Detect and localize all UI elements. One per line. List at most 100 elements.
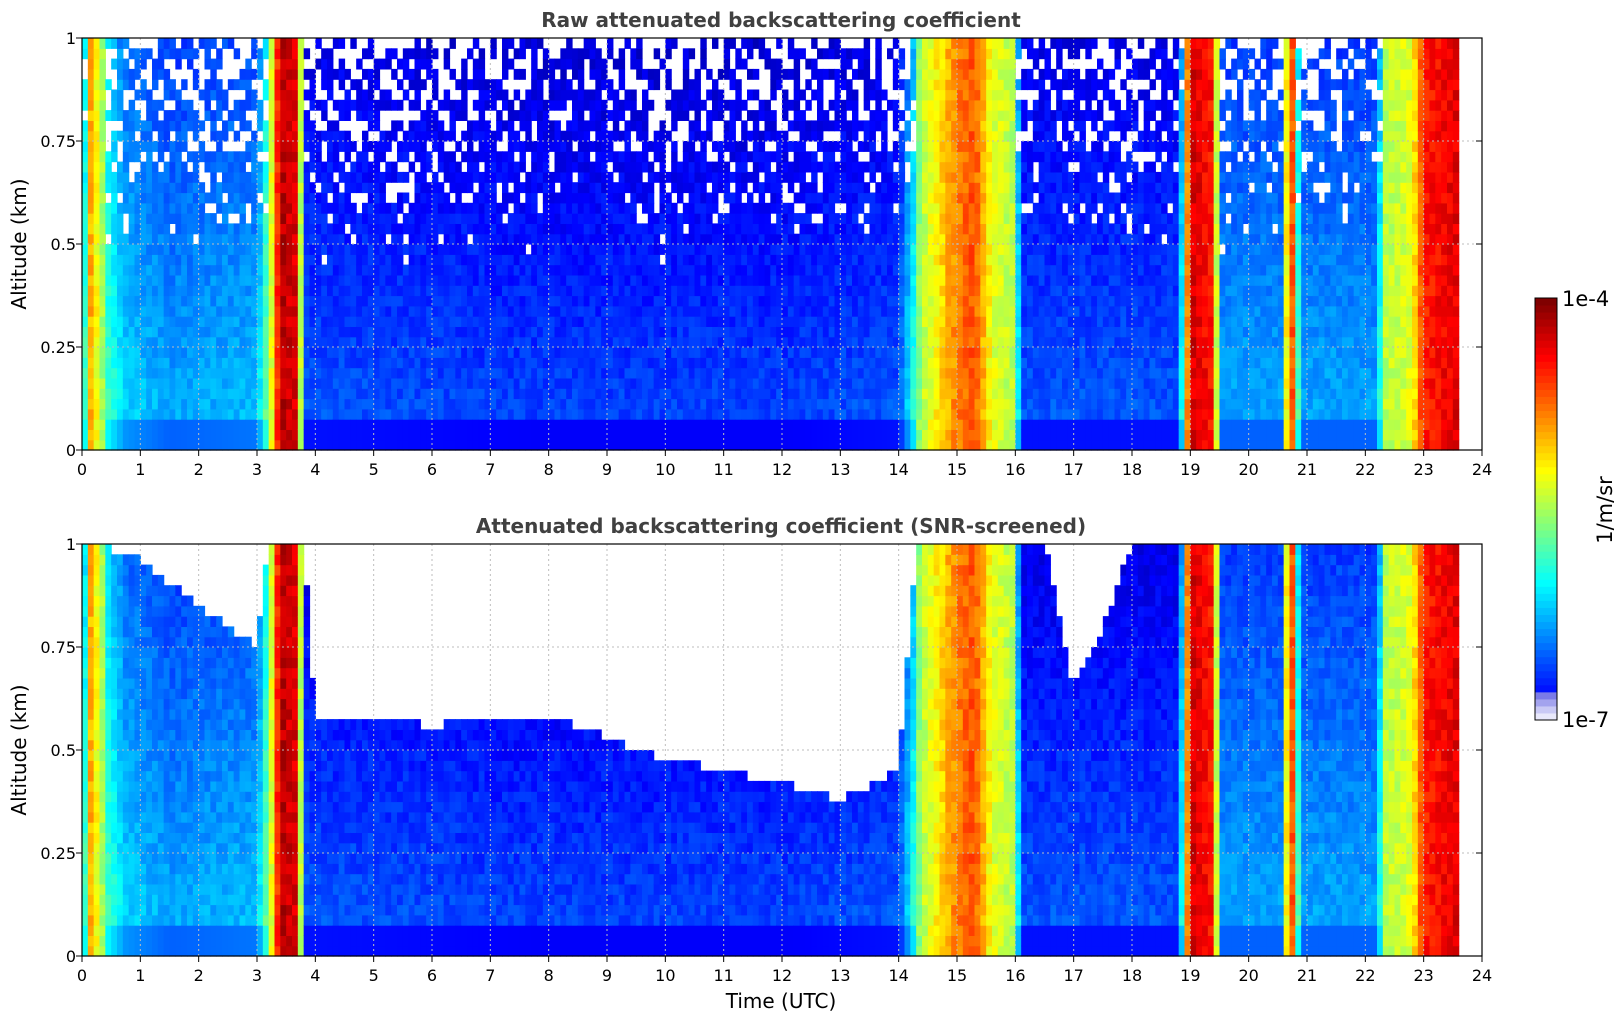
heatmap-cell (677, 172, 683, 183)
heatmap-cell (724, 429, 730, 440)
heatmap-cell (245, 69, 251, 80)
heatmap-cell (455, 141, 461, 152)
heatmap-cell (572, 306, 578, 317)
heatmap-cell (333, 265, 339, 276)
heatmap-cell (724, 378, 730, 389)
heatmap-cell (140, 254, 146, 265)
heatmap-cell (187, 285, 193, 296)
heatmap-cell (741, 275, 747, 286)
heatmap-cell (514, 265, 520, 276)
heatmap-cell (479, 368, 485, 379)
heatmap-cell (852, 131, 858, 142)
heatmap-cell (350, 213, 356, 224)
heatmap-cell (88, 79, 94, 90)
heatmap-cell (210, 244, 216, 255)
heatmap-cell (916, 213, 922, 224)
heatmap-cell (601, 151, 607, 162)
heatmap-cell (910, 296, 916, 307)
heatmap-cell (467, 48, 473, 59)
heatmap-cell (665, 254, 671, 265)
heatmap-cell (269, 275, 275, 286)
heatmap-cell (216, 378, 222, 389)
heatmap-cell (905, 419, 911, 430)
heatmap-cell (846, 254, 852, 265)
heatmap-cell (514, 388, 520, 399)
heatmap-cell (345, 368, 351, 379)
heatmap-cell (730, 244, 736, 255)
heatmap-cell (864, 131, 870, 142)
heatmap-cell (595, 296, 601, 307)
heatmap-cell (88, 265, 94, 276)
heatmap-cell (140, 182, 146, 193)
heatmap-cell (712, 440, 718, 451)
heatmap-cell (619, 306, 625, 317)
heatmap-cell (741, 419, 747, 430)
heatmap-cell (584, 265, 590, 276)
heatmap-cell (380, 90, 386, 101)
heatmap-cell (117, 296, 123, 307)
heatmap-cell (508, 110, 514, 121)
heatmap-cell (298, 172, 304, 183)
heatmap-cell (636, 409, 642, 420)
heatmap-cell (467, 172, 473, 183)
heatmap-cell (216, 110, 222, 121)
heatmap-cell (735, 440, 741, 451)
heatmap-cell (374, 110, 380, 121)
heatmap-cell (712, 347, 718, 358)
heatmap-cell (695, 193, 701, 204)
heatmap-cell (595, 79, 601, 90)
heatmap-cell (665, 306, 671, 317)
heatmap-cell (741, 244, 747, 255)
heatmap-cell (776, 306, 782, 317)
heatmap-cell (234, 306, 240, 317)
heatmap-cell (473, 131, 479, 142)
heatmap-cell (607, 265, 613, 276)
heatmap-cell (216, 48, 222, 59)
heatmap-cell (374, 326, 380, 337)
heatmap-cell (566, 347, 572, 358)
heatmap-cell (502, 337, 508, 348)
heatmap-cell (747, 172, 753, 183)
heatmap-cell (292, 316, 298, 327)
heatmap-cell (286, 223, 292, 234)
heatmap-cell (905, 399, 911, 410)
heatmap-cell (770, 203, 776, 214)
heatmap-cell (817, 337, 823, 348)
heatmap-cell (181, 162, 187, 173)
heatmap-cell (473, 59, 479, 70)
heatmap-cell (560, 131, 566, 142)
heatmap-cell (613, 440, 619, 451)
heatmap-cell (520, 244, 526, 255)
heatmap-cell (630, 223, 636, 234)
heatmap-cell (175, 254, 181, 265)
heatmap-cell (613, 244, 619, 255)
heatmap-cell (327, 419, 333, 430)
heatmap-cell (187, 193, 193, 204)
heatmap-cell (613, 275, 619, 286)
heatmap-cell (199, 368, 205, 379)
heatmap-cell (601, 306, 607, 317)
heatmap-cell (170, 306, 176, 317)
heatmap-cell (800, 120, 806, 131)
heatmap-cell (625, 100, 631, 111)
heatmap-cell (479, 48, 485, 59)
heatmap-cell (234, 419, 240, 430)
heatmap-cell (146, 337, 152, 348)
heatmap-cell (730, 429, 736, 440)
heatmap-cell (210, 131, 216, 142)
heatmap-cell (263, 38, 269, 49)
heatmap-cell (263, 388, 269, 399)
heatmap-cell (566, 151, 572, 162)
heatmap-cell (578, 419, 584, 430)
heatmap-cell (240, 151, 246, 162)
heatmap-cell (362, 141, 368, 152)
heatmap-cell (683, 265, 689, 276)
heatmap-cell (199, 275, 205, 286)
heatmap-cell (158, 182, 164, 193)
heatmap-cell (794, 141, 800, 152)
heatmap-cell (292, 429, 298, 440)
heatmap-cell (391, 378, 397, 389)
heatmap-cell (800, 419, 806, 430)
heatmap-cell (730, 306, 736, 317)
heatmap-cell (88, 203, 94, 214)
